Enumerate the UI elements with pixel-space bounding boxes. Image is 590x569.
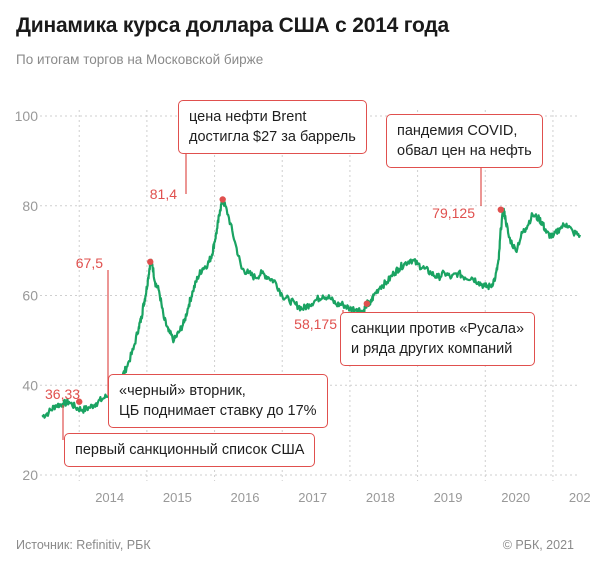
callout-brent: цена нефти Brent достигла $27 за баррель [178,100,367,154]
callout-covid-line-2: обвал цен на нефть [397,143,532,159]
callout-rusal-line-1: санкции против «Русала» [351,321,525,337]
callout-sanctions-line-1: первый санкционный список США [75,442,305,458]
callout-tuesday-line-1: «черный» вторник, [119,383,246,399]
callout-brent-line-1: цена нефти Brent [189,109,307,125]
callout-covid-line-1: пандемия COVID, [397,123,518,139]
y-tick-label: 100 [15,108,39,124]
y-tick-label: 80 [22,198,38,214]
callout-rusal-line-2: и ряда других компаний [351,341,513,357]
copyright-note: © РБК, 2021 [502,538,574,552]
callout-brent-line-2: достигла $27 за баррель [189,129,356,145]
annotation-marker [363,300,371,307]
y-tick-label: 20 [22,467,38,483]
x-tick-label: 2014 [95,490,124,505]
annotation-marker [219,196,226,203]
chart-title: Динамика курса доллара США с 2014 года [16,14,449,37]
source-note: Источник: Refinitiv, РБК [16,538,151,552]
annotation-value-label: 67,5 [76,255,103,271]
usd-rate-series-line [41,198,582,419]
x-tick-label: 2016 [231,490,260,505]
annotation-value-label: 79,125 [432,205,475,221]
annotation-marker [497,206,505,213]
y-tick-label: 40 [22,377,38,393]
x-tick-label: 2015 [163,490,192,505]
x-tick-label: 2021 [569,490,590,505]
callout-rusal: санкции против «Русала» и ряда других ко… [340,312,536,366]
annotation-value-label: 81,4 [150,186,177,202]
callout-covid: пандемия COVID, обвал цен на нефть [386,114,543,168]
chart-subtitle: По итогам торгов на Московской бирже [16,52,264,67]
annotation-value-label: 36,33 [45,386,80,402]
x-tick-label: 2020 [501,490,530,505]
x-tick-label: 2017 [298,490,327,505]
x-tick-label: 2018 [366,490,395,505]
callout-tuesday-line-2: ЦБ поднимает ставку до 17% [119,403,317,419]
callout-black-tuesday: «черный» вторник, ЦБ поднимает ставку до… [108,374,328,428]
y-tick-label: 60 [22,288,38,304]
annotation-value-label: 58,175 [294,316,337,332]
annotation-marker [76,398,83,405]
annotation-marker [147,258,154,266]
callout-first-sanctions: первый санкционный список США [64,433,316,467]
x-tick-label: 2019 [434,490,463,505]
